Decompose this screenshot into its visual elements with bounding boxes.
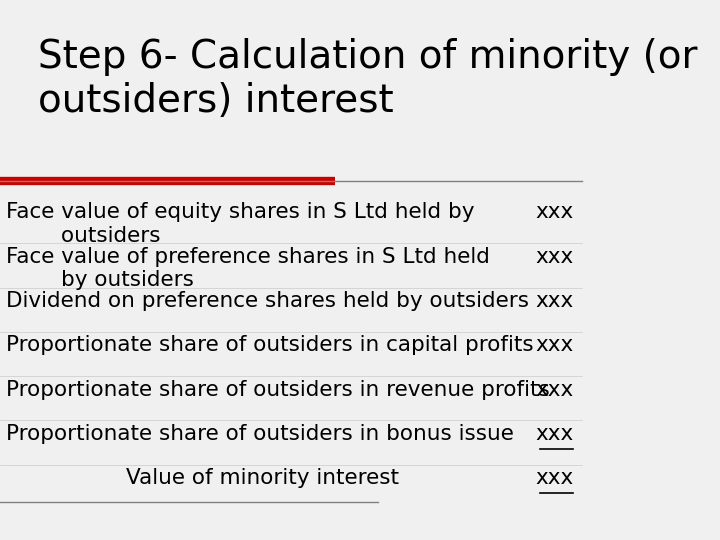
Text: Proportionate share of outsiders in capital profits: Proportionate share of outsiders in capi… bbox=[6, 335, 534, 355]
Text: xxx: xxx bbox=[535, 335, 574, 355]
Text: Step 6- Calculation of minority (or
outsiders) interest: Step 6- Calculation of minority (or outs… bbox=[38, 38, 698, 120]
Text: xxx: xxx bbox=[535, 291, 574, 311]
Text: Face value of preference shares in S Ltd held
        by outsiders: Face value of preference shares in S Ltd… bbox=[6, 247, 490, 290]
Text: xxx: xxx bbox=[535, 380, 574, 400]
Text: xxx: xxx bbox=[535, 247, 574, 267]
Text: xxx: xxx bbox=[535, 424, 574, 444]
Text: xxx: xxx bbox=[535, 468, 574, 488]
Text: Proportionate share of outsiders in bonus issue: Proportionate share of outsiders in bonu… bbox=[6, 424, 513, 444]
Text: xxx: xxx bbox=[535, 202, 574, 222]
Text: Dividend on preference shares held by outsiders: Dividend on preference shares held by ou… bbox=[6, 291, 528, 311]
Text: Value of minority interest: Value of minority interest bbox=[125, 468, 398, 488]
Text: Proportionate share of outsiders in revenue profits: Proportionate share of outsiders in reve… bbox=[6, 380, 549, 400]
Text: Face value of equity shares in S Ltd held by
        outsiders: Face value of equity shares in S Ltd hel… bbox=[6, 202, 474, 246]
